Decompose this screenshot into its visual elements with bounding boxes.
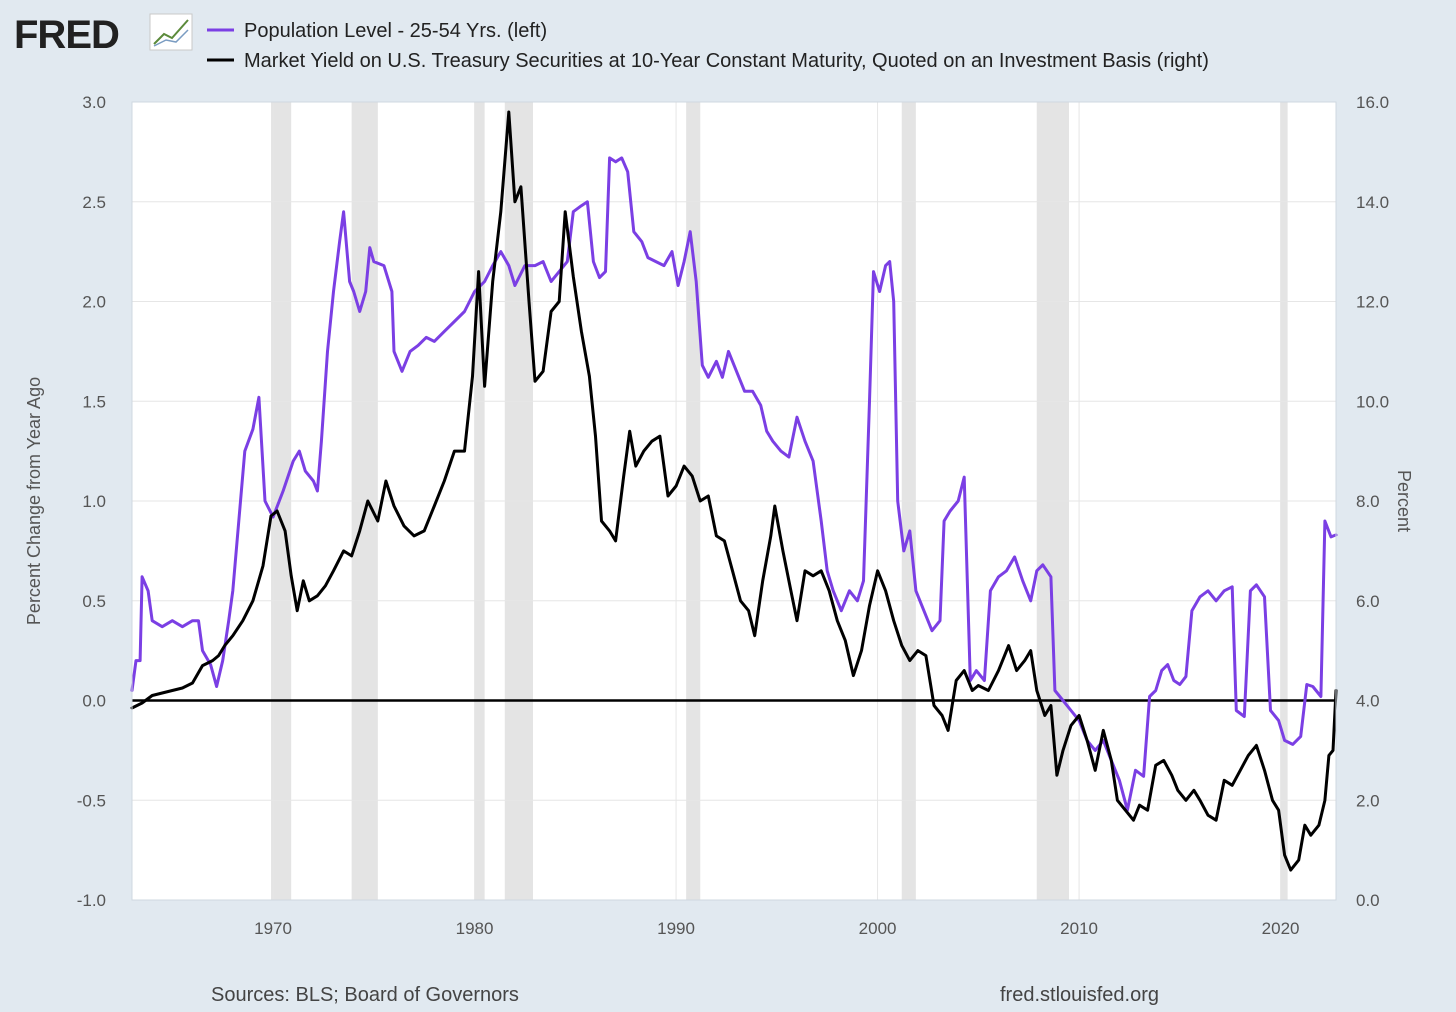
left-tick-label: 0.0 (82, 692, 106, 711)
series-line-population (130, 156, 1338, 812)
footer-sources: Sources: BLS; Board of Governors (211, 984, 519, 1006)
left-axis-title: Percent Change from Year Ago (24, 377, 44, 625)
fred-logo[interactable]: FRED (14, 13, 193, 57)
logo-text: FRED (14, 13, 119, 57)
left-tick-label: 1.0 (82, 492, 106, 511)
x-tick-label: 2020 (1262, 919, 1300, 938)
left-tick-label: -1.0 (77, 891, 106, 910)
right-tick-label: 10.0 (1356, 392, 1389, 411)
left-tick-label: 0.5 (82, 592, 106, 611)
right-tick-label: 12.0 (1356, 293, 1389, 312)
footer-site-link[interactable]: fred.stlouisfed.org (1000, 984, 1159, 1006)
left-axis-ticks: 3.0 2.5 2.0 1.5 1.0 0.5 0.0 -0.5 -1.0 (77, 93, 106, 910)
legend-label-population: Population Level - 25-54 Yrs. (left) (244, 20, 547, 42)
right-axis-ticks: 16.0 14.0 12.0 10.0 8.0 6.0 4.0 2.0 0.0 (1356, 93, 1389, 910)
series-line-treasury-yield (130, 110, 1338, 872)
left-tick-label: 1.5 (82, 392, 106, 411)
chart-trend-icon (149, 13, 193, 51)
x-tick-label: 2000 (859, 919, 897, 938)
x-tick-label: 1980 (456, 919, 494, 938)
left-tick-label: -0.5 (77, 791, 106, 810)
right-tick-label: 14.0 (1356, 193, 1389, 212)
x-tick-label: 1990 (657, 919, 695, 938)
left-tick-label: 2.5 (82, 193, 106, 212)
right-tick-label: 2.0 (1356, 791, 1380, 810)
legend: Population Level - 25-54 Yrs. (left) Mar… (207, 20, 1209, 72)
right-tick-label: 16.0 (1356, 93, 1389, 112)
right-axis-title: Percent (1394, 470, 1414, 532)
x-axis-ticks: 1970 1980 1990 2000 2010 2020 (254, 919, 1299, 938)
right-tick-label: 0.0 (1356, 891, 1380, 910)
series-lines (130, 110, 1338, 872)
x-tick-label: 1970 (254, 919, 292, 938)
legend-label-treasury: Market Yield on U.S. Treasury Securities… (244, 50, 1209, 72)
right-tick-label: 4.0 (1356, 692, 1380, 711)
right-tick-label: 8.0 (1356, 492, 1380, 511)
left-tick-label: 3.0 (82, 93, 106, 112)
x-tick-label: 2010 (1060, 919, 1098, 938)
left-tick-label: 2.0 (82, 293, 106, 312)
right-tick-label: 6.0 (1356, 592, 1380, 611)
